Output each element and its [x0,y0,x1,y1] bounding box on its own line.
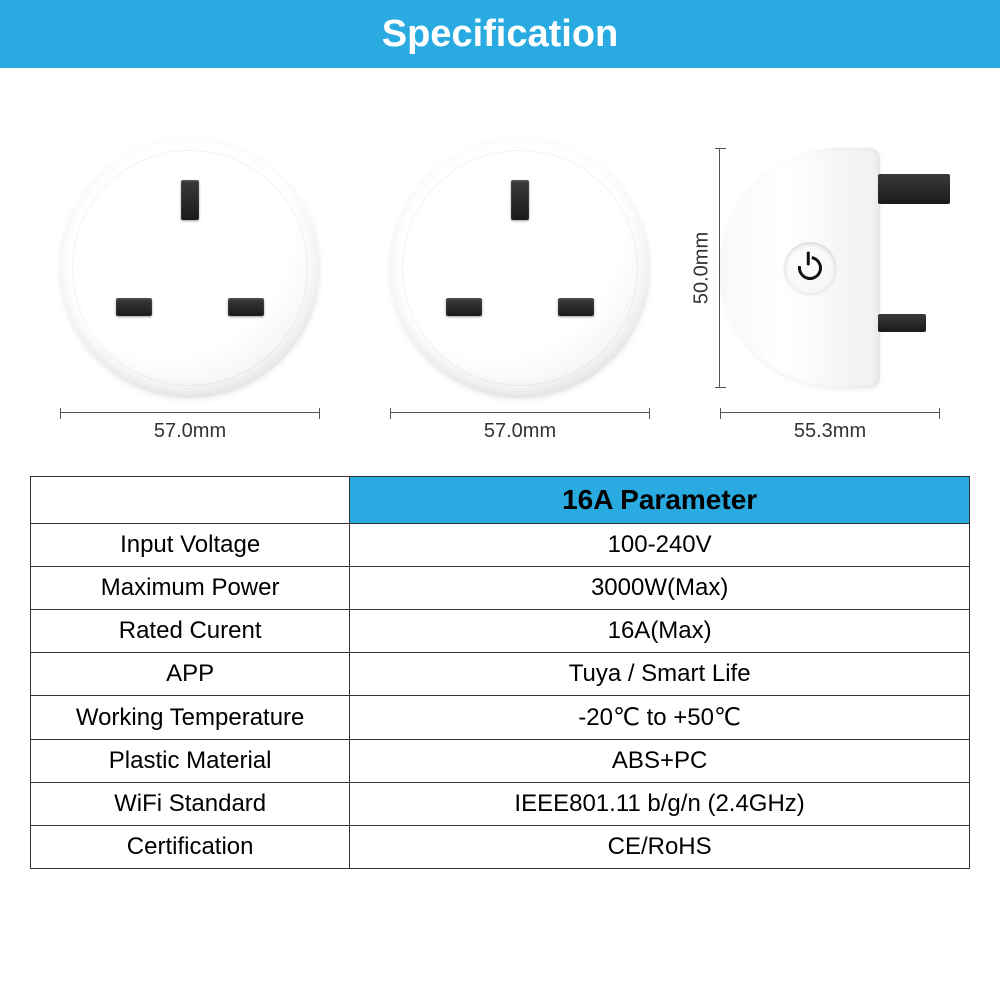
plug-pin-live [116,298,152,316]
plug-face-icon [60,138,320,398]
spec-label: APP [31,653,350,696]
product-images-row: 57.0mm 57.0mm 50.0mm 55. [0,68,1000,452]
table-row: APPTuya / Smart Life [31,653,970,696]
spec-value: Tuya / Smart Life [350,653,970,696]
dimension-label: 57.0mm [60,420,320,443]
table-row: Plastic MaterialABS+PC [31,740,970,783]
spec-value: 3000W(Max) [350,567,970,610]
dimension-width-2: 57.0mm [390,406,650,442]
page-title: Specification [0,0,1000,68]
table-row: Rated Curent16A(Max) [31,610,970,653]
plug-prong [878,314,926,332]
spec-label: Input Voltage [31,524,350,567]
table-row: Working Temperature-20℃ to +50℃ [31,696,970,740]
spec-value: IEEE801.11 b/g/n (2.4GHz) [350,783,970,826]
plug-side-icon: 50.0mm [720,138,940,398]
spec-label: Rated Curent [31,610,350,653]
product-front-2: 57.0mm [390,138,650,442]
spec-label: Certification [31,826,350,869]
spec-value: ABS+PC [350,740,970,783]
product-side: 50.0mm 55.3mm [720,138,940,442]
dimension-width-3: 55.3mm [720,406,940,442]
spec-label: Maximum Power [31,567,350,610]
product-front-1: 57.0mm [60,138,320,442]
plug-pin-neutral [558,298,594,316]
dimension-label: 50.0mm [691,232,714,304]
dimension-label: 57.0mm [390,420,650,443]
table-row: Input Voltage100-240V [31,524,970,567]
table-header-param: 16A Parameter [350,477,970,524]
table-header-blank [31,477,350,524]
dimension-width-1: 57.0mm [60,406,320,442]
plug-pin-live [446,298,482,316]
plug-prong [878,174,950,204]
spec-value: 16A(Max) [350,610,970,653]
spec-table: 16A Parameter Input Voltage100-240VMaxim… [30,476,970,869]
spec-label: Plastic Material [31,740,350,783]
spec-value: CE/RoHS [350,826,970,869]
spec-value: -20℃ to +50℃ [350,696,970,740]
table-row: WiFi StandardIEEE801.11 b/g/n (2.4GHz) [31,783,970,826]
spec-label: WiFi Standard [31,783,350,826]
spec-label: Working Temperature [31,696,350,740]
plug-pin-earth [181,180,199,220]
plug-pin-neutral [228,298,264,316]
dimension-label: 55.3mm [720,420,940,443]
power-button-icon [784,242,836,294]
spec-table-container: 16A Parameter Input Voltage100-240VMaxim… [0,452,1000,869]
spec-value: 100-240V [350,524,970,567]
plug-pin-earth [511,180,529,220]
table-row: Maximum Power3000W(Max) [31,567,970,610]
power-icon [793,251,826,284]
table-row: CertificationCE/RoHS [31,826,970,869]
plug-face-icon [390,138,650,398]
